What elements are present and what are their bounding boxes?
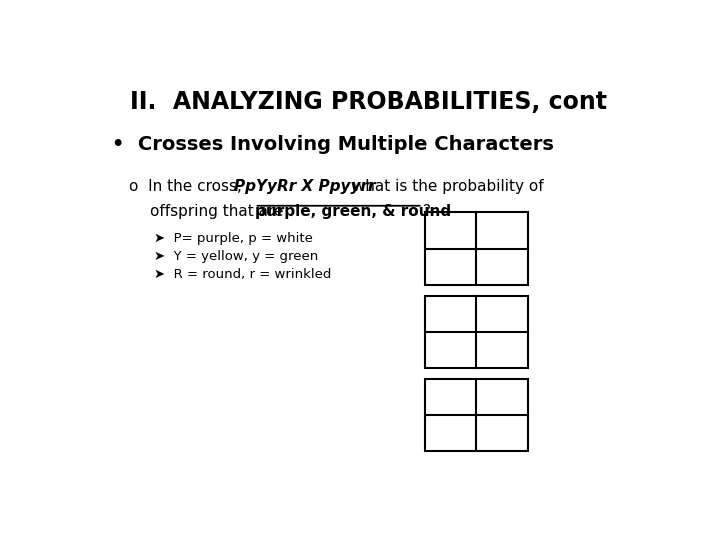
Text: ?: ?	[423, 204, 431, 219]
Text: , what is the probability of: , what is the probability of	[343, 179, 544, 194]
Bar	[425, 295, 528, 368]
Text: II.  ANALYZING PROBABILITIES, cont: II. ANALYZING PROBABILITIES, cont	[130, 90, 608, 114]
Text: ➤  R = round, r = wrinkled: ➤ R = round, r = wrinkled	[154, 268, 331, 281]
Text: offspring that are: offspring that are	[150, 204, 289, 219]
Text: ➤  P= purple, p = white: ➤ P= purple, p = white	[154, 232, 313, 245]
Text: •  Crosses Involving Multiple Characters: • Crosses Involving Multiple Characters	[112, 136, 554, 154]
Text: PpYyRr X Ppyyrr: PpYyRr X Ppyyrr	[234, 179, 375, 194]
Bar	[425, 379, 528, 451]
Text: purple, green, & round: purple, green, & round	[255, 204, 451, 219]
Text: o  In the cross,: o In the cross,	[129, 179, 247, 194]
Text: ➤  Y = yellow, y = green: ➤ Y = yellow, y = green	[154, 250, 318, 263]
Bar	[425, 212, 528, 285]
